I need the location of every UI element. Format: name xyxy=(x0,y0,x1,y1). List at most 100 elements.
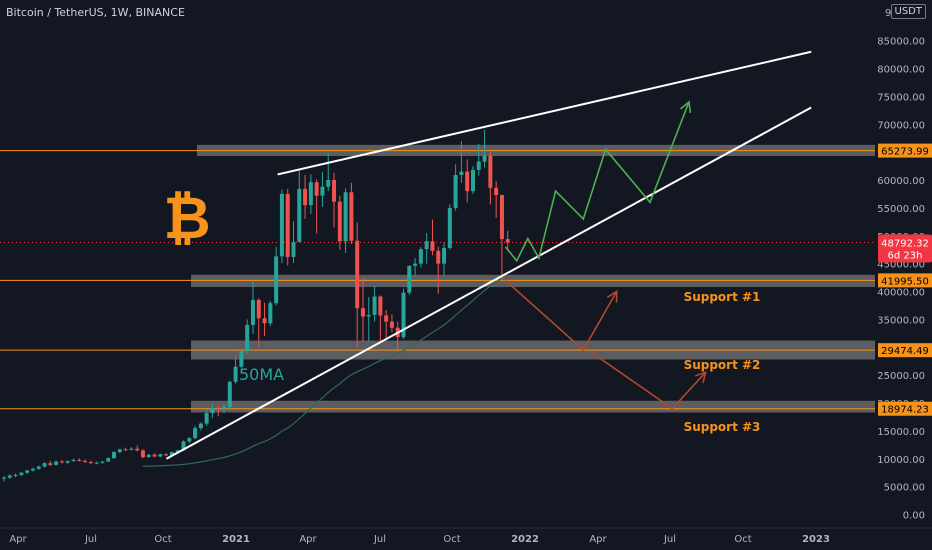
candle-body xyxy=(239,351,244,367)
candle-body xyxy=(424,241,429,250)
candle-body xyxy=(268,303,273,324)
candle-body xyxy=(384,315,389,322)
projection-arrowhead xyxy=(679,100,692,114)
candle-body xyxy=(88,462,93,464)
candle-body xyxy=(413,263,418,266)
currency-unit-button[interactable]: USDT xyxy=(890,4,926,19)
candle-body xyxy=(314,182,319,196)
candle-body xyxy=(291,241,296,257)
candle-body xyxy=(488,155,493,188)
candle-body xyxy=(106,458,111,462)
level-price-tag xyxy=(878,343,932,358)
candle-body xyxy=(436,250,441,264)
trendline xyxy=(166,106,812,460)
candle-body xyxy=(366,314,371,317)
candle-body xyxy=(42,463,47,467)
candle-body xyxy=(418,249,423,264)
countdown-label: 6d 23h xyxy=(888,250,923,261)
annotations-layer: ₿ 50MA Support #1 Support #2 Support #3 xyxy=(163,184,760,434)
price-tick-label: 70000.00 xyxy=(877,120,925,131)
candle-body xyxy=(447,207,452,249)
projection-path xyxy=(588,349,707,410)
candle-body xyxy=(320,186,325,196)
candle-body xyxy=(326,180,331,187)
chart-title: Bitcoin / TetherUS, 1W, BINANCE xyxy=(6,6,185,19)
candle-body xyxy=(152,454,157,457)
candle-body xyxy=(505,239,510,243)
candle-body xyxy=(77,459,82,461)
candle-body xyxy=(407,265,412,293)
time-tick-label: Jul xyxy=(84,534,97,545)
candle-body xyxy=(343,192,348,242)
ma50-line xyxy=(142,275,508,467)
time-tick-label: Jul xyxy=(373,534,386,545)
candle-body xyxy=(164,454,169,456)
candle-body xyxy=(337,201,342,242)
time-tick-label: Apr xyxy=(589,534,607,545)
candle-body xyxy=(222,406,227,410)
candle-body xyxy=(494,187,499,196)
projection-arrowhead xyxy=(606,290,618,303)
candle-body xyxy=(123,449,128,451)
current-price-label: 48792.32 xyxy=(881,238,929,249)
candle-body xyxy=(401,292,406,338)
candle-body xyxy=(140,450,145,458)
zones-layer xyxy=(191,144,875,413)
zone-rect xyxy=(191,400,875,413)
support-label: Support #2 xyxy=(684,358,761,372)
price-tick-label: 15000.00 xyxy=(877,427,925,438)
level-price-label: 29474.49 xyxy=(881,346,929,357)
time-tick-label: 2022 xyxy=(511,534,539,545)
candle-body xyxy=(274,256,279,304)
price-tick-label: 5000.00 xyxy=(884,483,925,494)
price-axis-bg xyxy=(876,0,932,528)
candles-layer xyxy=(2,129,510,482)
candle-body xyxy=(198,423,203,429)
candle-body xyxy=(146,454,151,458)
zone-rect xyxy=(191,274,875,288)
time-tick-label: Oct xyxy=(154,534,171,545)
price-tick-label: 10000.00 xyxy=(877,455,925,466)
candle-body xyxy=(482,155,487,162)
current-price-tag xyxy=(878,234,932,263)
price-tick-label: 45000.00 xyxy=(877,260,925,271)
candle-body xyxy=(169,452,174,456)
candle-body xyxy=(25,470,30,473)
time-tick-label: Apr xyxy=(9,534,27,545)
candle-body xyxy=(83,460,88,463)
ma-layer xyxy=(142,275,508,467)
candle-body xyxy=(181,441,186,451)
candle-body xyxy=(158,454,163,457)
support-label: Support #1 xyxy=(684,290,761,304)
candle-body xyxy=(100,461,105,463)
candle-body xyxy=(19,472,24,475)
price-tick-label: 85000.00 xyxy=(877,37,925,48)
candle-body xyxy=(71,459,76,461)
price-tick-label-partial: 9 xyxy=(885,8,891,19)
candle-body xyxy=(94,462,99,464)
candle-body xyxy=(117,449,122,453)
candle-body xyxy=(349,192,354,241)
candle-body xyxy=(175,450,180,453)
candle-body xyxy=(389,321,394,328)
price-tick-label: 80000.00 xyxy=(877,65,925,76)
price-tick-label: 35000.00 xyxy=(877,315,925,326)
candle-body xyxy=(36,466,41,469)
candle-body xyxy=(378,296,383,316)
trendline xyxy=(277,50,812,176)
candle-body xyxy=(332,180,337,202)
candle-body xyxy=(216,408,221,410)
candle-body xyxy=(465,171,470,192)
support-label: Support #3 xyxy=(684,420,761,434)
level-price-label: 18974.23 xyxy=(881,405,929,416)
levels-layer xyxy=(0,150,875,410)
candle-body xyxy=(256,299,261,319)
projection-path xyxy=(504,101,690,263)
candle-body xyxy=(227,381,232,407)
price-tick-label: 40000.00 xyxy=(877,288,925,299)
time-tick-label: 2023 xyxy=(802,534,830,545)
ma-label: 50MA xyxy=(239,365,284,384)
candle-body xyxy=(245,324,250,352)
